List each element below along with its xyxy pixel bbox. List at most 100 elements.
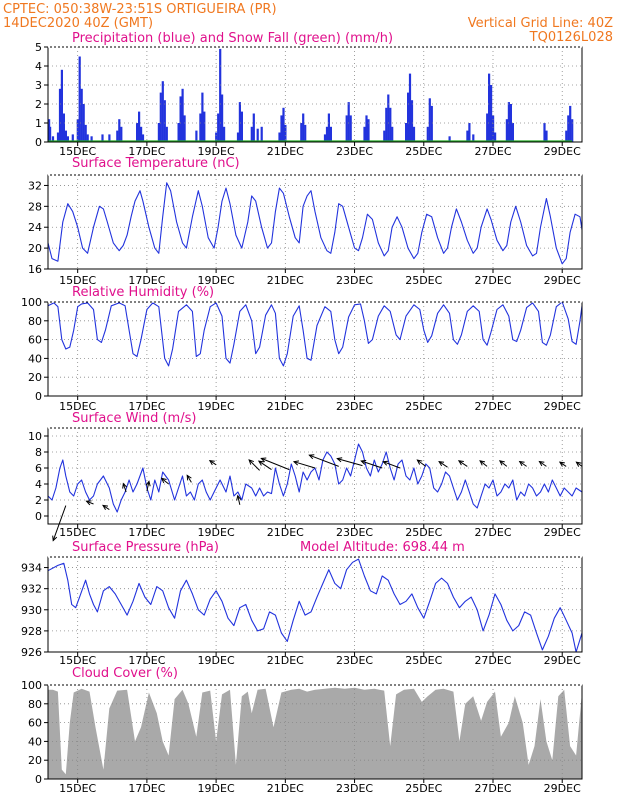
precip-bar-41	[219, 48, 222, 142]
wind-arrow-head-4	[145, 480, 151, 487]
rh-ytick-label: 0	[35, 390, 42, 403]
temp-panel: Surface Temperature (nC) 16 20 24 28 32 15DEC 1…	[28, 156, 583, 287]
precip-bar-5	[60, 69, 63, 142]
precip-bar-36	[199, 113, 202, 142]
precip-bar-12	[80, 88, 83, 142]
precip-bar-64	[349, 115, 352, 142]
precip-xtick-label: 15DEC	[59, 145, 96, 158]
precip-bar-76	[410, 100, 414, 142]
precip-bar-58	[323, 134, 327, 142]
wind-frame	[47, 427, 583, 525]
rh-panel: Relative Humidity (%) 0 20 40 60 80 100 15DEC 17…	[21, 285, 583, 413]
wind-arrow-7	[209, 460, 217, 466]
wind-arrow-head-10	[257, 460, 264, 466]
pres-frame	[47, 556, 583, 653]
precip-bar-20	[118, 119, 121, 142]
wind-arrow-head-25	[575, 461, 582, 467]
wind-arrow-head-16	[382, 460, 389, 466]
wind-arrow-9	[248, 459, 260, 471]
wind-arrow-21	[499, 460, 508, 467]
precip-bar-48	[252, 113, 255, 142]
precip-bar-99	[571, 119, 574, 142]
wind-arrow-head-18	[438, 460, 445, 467]
wind-arrow-head-22	[518, 460, 525, 467]
precip-bar-30	[165, 126, 168, 142]
pres-xtick-label: 29DEC	[544, 654, 581, 667]
precip-title: Precipitation (blue) and Snow Fall (gree…	[72, 31, 393, 46]
pres-xtick-label: 19DEC	[198, 654, 235, 667]
precip-bar-42	[221, 94, 224, 142]
precip-bar-3	[56, 132, 60, 142]
precip-panel: Precipitation (blue) and Snow Fall (gree…	[35, 31, 583, 158]
wind-xtick-label: 21DEC	[267, 526, 304, 539]
wind-arrow-23	[539, 461, 547, 467]
wind-arrow-1	[86, 500, 94, 505]
wind-ytick-label: 0	[35, 510, 42, 523]
wind-arrow-head-12	[292, 460, 300, 466]
precip-bar-32	[179, 96, 182, 142]
wind-arrow-head-2	[102, 504, 109, 510]
precip-bar-2	[51, 136, 55, 142]
precip-bar-97	[567, 115, 570, 142]
precip-bar-91	[507, 102, 510, 142]
wind-arrow-20	[479, 460, 488, 467]
header-date: 14DEC2020 40Z (GMT)	[3, 16, 153, 31]
wind-arrow-head-1	[85, 500, 92, 506]
precip-bar-71	[389, 107, 392, 142]
precip-bar-66	[365, 115, 368, 142]
rh-xtick-label: 29DEC	[544, 400, 581, 413]
rh-ytick-label: 100	[21, 296, 42, 309]
temp-ytick-label: 28	[28, 200, 42, 213]
precip-bar-24	[140, 126, 143, 142]
pres-ytick-label: 928	[21, 625, 42, 638]
wind-arrow-16	[383, 461, 401, 469]
rh-ytick-label: 20	[28, 371, 42, 384]
precip-bar-22	[136, 123, 139, 142]
precip-bar-74	[407, 92, 410, 142]
wind-arrow-head-11	[260, 457, 267, 463]
precip-bar-83	[468, 123, 471, 142]
precip-bar-61	[329, 126, 332, 142]
wind-arrow-6	[186, 475, 192, 483]
precip-bar-26	[157, 123, 160, 142]
precip-bar-40	[217, 113, 220, 142]
precip-bar-35	[195, 130, 198, 142]
precip-xtick-label: 21DEC	[267, 145, 304, 158]
precip-bar-60	[327, 113, 330, 142]
precip-ytick-label: 4	[35, 60, 42, 73]
wind-line	[47, 443, 583, 513]
precip-bar-37	[201, 92, 204, 142]
precip-bar-80	[430, 105, 433, 142]
wind-arrow-3	[122, 483, 127, 493]
wind-arrow-head-8	[236, 494, 242, 501]
precip-bar-70	[387, 94, 390, 142]
precip-bar-27	[159, 92, 162, 142]
cloud-xtick-label: 27DEC	[474, 782, 511, 795]
precip-bar-29	[163, 100, 166, 142]
precip-bar-46	[240, 111, 243, 142]
wind-arrow-head-23	[538, 460, 545, 467]
wind-arrow-12	[293, 461, 316, 469]
cloud-ytick-label: 80	[28, 698, 42, 711]
temp-xtick-label: 21DEC	[267, 274, 304, 287]
precip-ytick-label: 3	[35, 79, 42, 92]
wind-ytick-label: 2	[35, 494, 42, 507]
precip-xtick-label: 17DEC	[128, 145, 165, 158]
rh-title: Relative Humidity (%)	[72, 285, 214, 300]
cloud-xtick-label: 25DEC	[405, 782, 442, 795]
cloud-ytick-label: 0	[35, 773, 42, 786]
precip-bar-4	[58, 88, 62, 142]
temp-ytick-label: 32	[28, 179, 42, 192]
pres-ytick-label: 926	[21, 646, 42, 659]
precip-bar-23	[138, 111, 141, 142]
precip-bar-16	[90, 136, 93, 142]
precip-bar-63	[347, 102, 350, 142]
header-model: TQ0126L028	[529, 30, 613, 45]
pres-panel: Surface Pressure (hPa) Model Altitude: 69…	[21, 540, 583, 667]
wind-arrow-head-21	[498, 460, 505, 466]
precip-bar-88	[492, 115, 495, 142]
rh-line	[47, 301, 583, 367]
wind-arrow-0	[52, 505, 67, 541]
wind-arrow-head-9	[248, 459, 255, 465]
